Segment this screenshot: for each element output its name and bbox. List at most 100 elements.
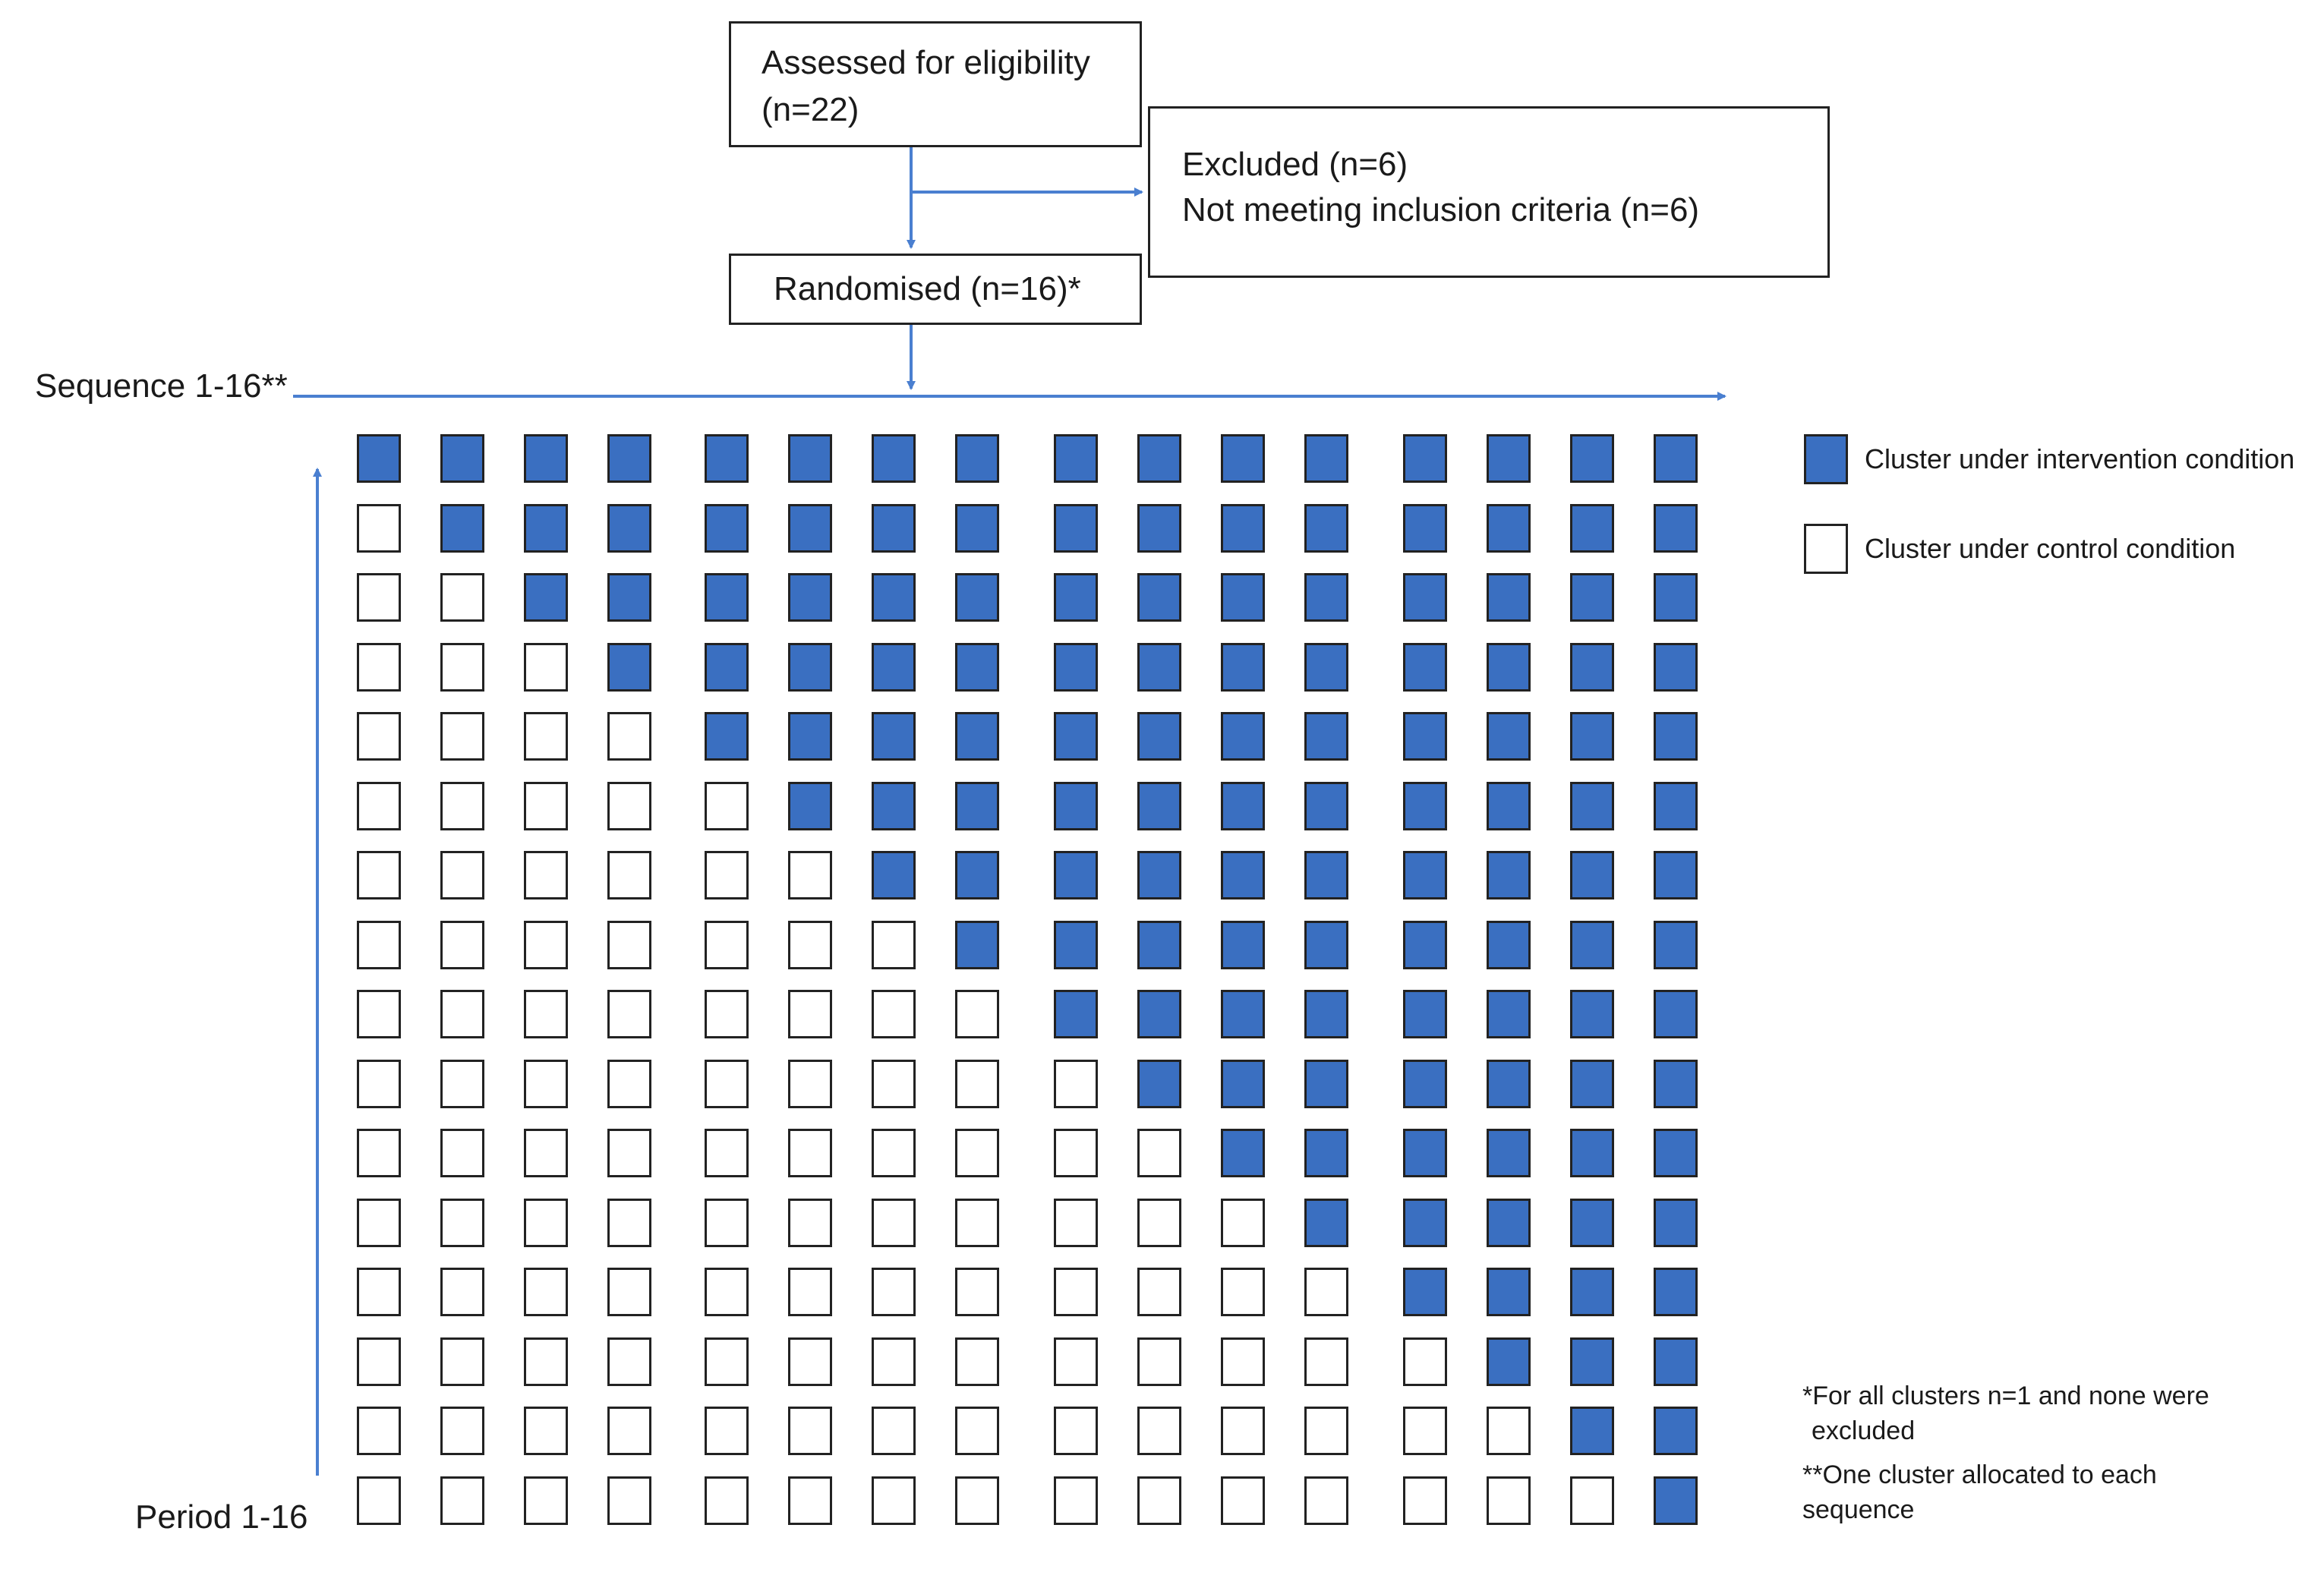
cluster-cell-seq5-period7	[705, 1060, 749, 1108]
cluster-cell-seq13-period15	[1403, 504, 1447, 553]
cluster-cell-seq12-period12	[1304, 712, 1348, 761]
cluster-cell-seq7-period6	[872, 1129, 916, 1177]
cluster-cell-seq8-period3	[955, 1337, 999, 1386]
cluster-cell-seq5-period13	[705, 643, 749, 692]
cluster-cell-seq16-period10	[1654, 851, 1698, 899]
cluster-cell-seq16-period11	[1654, 782, 1698, 830]
cluster-cell-seq2-period16	[440, 434, 484, 483]
cluster-cell-seq3-period3	[524, 1337, 568, 1386]
excluded-line1: Excluded (n=6)	[1182, 146, 1408, 183]
cluster-cell-seq16-period3	[1654, 1337, 1698, 1386]
cluster-cell-seq15-period2	[1570, 1407, 1614, 1455]
cluster-cell-seq16-period13	[1654, 643, 1698, 692]
cluster-cell-seq9-period6	[1054, 1129, 1098, 1177]
cluster-cell-seq16-period12	[1654, 712, 1698, 761]
cluster-cell-seq8-period11	[955, 782, 999, 830]
cluster-cell-seq7-period8	[872, 990, 916, 1038]
cluster-cell-seq6-period16	[788, 434, 832, 483]
cluster-cell-seq12-period3	[1304, 1337, 1348, 1386]
assessed-line2: (n=22)	[762, 91, 859, 128]
cluster-cell-seq1-period2	[357, 1407, 401, 1455]
cluster-cell-seq15-period11	[1570, 782, 1614, 830]
cluster-cell-seq4-period2	[607, 1407, 651, 1455]
cluster-cell-seq1-period16	[357, 434, 401, 483]
cluster-cell-seq13-period7	[1403, 1060, 1447, 1108]
cluster-cell-seq14-period6	[1487, 1129, 1531, 1177]
cluster-cell-seq3-period5	[524, 1199, 568, 1247]
cluster-cell-seq13-period13	[1403, 643, 1447, 692]
cluster-cell-seq10-period15	[1137, 504, 1181, 553]
cluster-cell-seq16-period2	[1654, 1407, 1698, 1455]
cluster-cell-seq12-period11	[1304, 782, 1348, 830]
cluster-cell-seq2-period5	[440, 1199, 484, 1247]
cluster-cell-seq1-period13	[357, 643, 401, 692]
cluster-cell-seq10-period6	[1137, 1129, 1181, 1177]
cluster-cell-seq9-period1	[1054, 1476, 1098, 1525]
cluster-cell-seq6-period4	[788, 1268, 832, 1316]
cluster-cell-seq4-period5	[607, 1199, 651, 1247]
cluster-cell-seq2-period8	[440, 990, 484, 1038]
cluster-cell-seq4-period13	[607, 643, 651, 692]
cluster-cell-seq6-period6	[788, 1129, 832, 1177]
cluster-cell-seq16-period14	[1654, 573, 1698, 622]
cluster-cell-seq3-period15	[524, 504, 568, 553]
cluster-cell-seq4-period11	[607, 782, 651, 830]
cluster-cell-seq6-period9	[788, 921, 832, 969]
cluster-cell-seq9-period12	[1054, 712, 1098, 761]
cluster-cell-seq13-period16	[1403, 434, 1447, 483]
excluded-line2: Not meeting inclusion criteria (n=6)	[1182, 191, 1700, 228]
cluster-cell-seq2-period4	[440, 1268, 484, 1316]
cluster-cell-seq10-period10	[1137, 851, 1181, 899]
cluster-cell-seq9-period10	[1054, 851, 1098, 899]
cluster-cell-seq7-period15	[872, 504, 916, 553]
cluster-cell-seq3-period7	[524, 1060, 568, 1108]
cluster-cell-seq12-period10	[1304, 851, 1348, 899]
cluster-cell-seq1-period14	[357, 573, 401, 622]
cluster-cell-seq7-period4	[872, 1268, 916, 1316]
cluster-cell-seq15-period16	[1570, 434, 1614, 483]
cluster-cell-seq4-period10	[607, 851, 651, 899]
cluster-cell-seq12-period14	[1304, 573, 1348, 622]
cluster-cell-seq16-period1	[1654, 1476, 1698, 1525]
cluster-cell-seq5-period6	[705, 1129, 749, 1177]
assessed-line1: Assessed for eligibility	[762, 44, 1090, 81]
cluster-cell-seq7-period2	[872, 1407, 916, 1455]
cluster-cell-seq10-period2	[1137, 1407, 1181, 1455]
cluster-cell-seq9-period13	[1054, 643, 1098, 692]
cluster-cell-seq12-period9	[1304, 921, 1348, 969]
cluster-cell-seq14-period5	[1487, 1199, 1531, 1247]
cluster-cell-seq14-period14	[1487, 573, 1531, 622]
cluster-cell-seq9-period4	[1054, 1268, 1098, 1316]
cluster-cell-seq6-period3	[788, 1337, 832, 1386]
cluster-cell-seq14-period10	[1487, 851, 1531, 899]
cluster-cell-seq2-period13	[440, 643, 484, 692]
cluster-cell-seq6-period1	[788, 1476, 832, 1525]
cluster-cell-seq4-period8	[607, 990, 651, 1038]
cluster-cell-seq6-period13	[788, 643, 832, 692]
footnote-2-line1: **One cluster allocated to each	[1802, 1460, 2157, 1489]
legend-intervention-label: Cluster under intervention condition	[1865, 443, 2295, 474]
cluster-cell-seq14-period13	[1487, 643, 1531, 692]
cluster-cell-seq8-period8	[955, 990, 999, 1038]
cluster-cell-seq16-period15	[1654, 504, 1698, 553]
cluster-cell-seq10-period13	[1137, 643, 1181, 692]
legend-control-swatch	[1804, 524, 1848, 574]
cluster-cell-seq15-period13	[1570, 643, 1614, 692]
cluster-cell-seq4-period15	[607, 504, 651, 553]
cluster-cell-seq5-period10	[705, 851, 749, 899]
cluster-cell-seq15-period8	[1570, 990, 1614, 1038]
cluster-cell-seq9-period9	[1054, 921, 1098, 969]
cluster-cell-seq6-period14	[788, 573, 832, 622]
cluster-cell-seq6-period7	[788, 1060, 832, 1108]
cluster-cell-seq1-period1	[357, 1476, 401, 1525]
cluster-cell-seq15-period7	[1570, 1060, 1614, 1108]
cluster-cell-seq8-period12	[955, 712, 999, 761]
cluster-cell-seq1-period3	[357, 1337, 401, 1386]
cluster-cell-seq3-period8	[524, 990, 568, 1038]
cluster-cell-seq11-period7	[1221, 1060, 1265, 1108]
cluster-cell-seq4-period1	[607, 1476, 651, 1525]
cluster-cell-seq9-period2	[1054, 1407, 1098, 1455]
cluster-cell-seq1-period10	[357, 851, 401, 899]
cluster-cell-seq13-period1	[1403, 1476, 1447, 1525]
